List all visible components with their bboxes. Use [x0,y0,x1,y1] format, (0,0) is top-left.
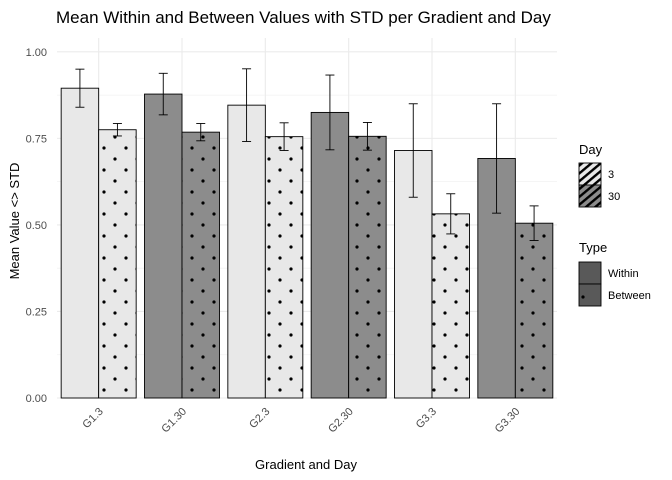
bar-within-g1-30 [144,93,183,399]
bars [60,87,554,399]
legend-label-type: Within [608,268,639,280]
error-bar [529,205,539,241]
bar-within-g2-3 [227,104,266,399]
y-tick-label: 0.75 [26,133,47,145]
legend-key-day-30 [578,184,602,208]
error-bar [196,123,206,142]
x-tick-label: G2.3 [247,406,272,431]
y-tick-label: 0.25 [26,306,47,318]
bar-within-g2-30 [310,111,350,399]
chart-title: Mean Within and Between Values with STD … [56,8,551,27]
error-bars [75,68,539,241]
error-bar [492,103,502,214]
x-axis-ticks: G1.3 G1.30 G2.3 G2.30 G3.3 G3.30 [80,406,522,436]
x-tick-label: G1.30 [159,406,189,436]
legend-key-type-within [578,261,602,285]
y-tick-label: 0.00 [26,393,47,405]
y-tick-label: 0.50 [26,220,47,232]
error-bar [75,68,85,108]
bar-between-g2-3 [264,136,304,399]
x-axis-title: Gradient and Day [255,457,357,472]
error-bar [112,123,122,137]
x-tick-label: G3.3 [414,406,439,431]
legend-key-type-between [578,283,602,307]
error-bar [242,68,252,142]
bar-between-g3-30 [514,222,554,399]
x-tick-label: G1.3 [80,406,105,431]
error-bar [279,122,289,151]
legend-title-type: Type [579,240,607,255]
legend-key-day-3 [578,162,602,186]
bar-between-g1-3 [98,129,137,399]
error-bar [446,193,456,235]
x-tick-label: G3.30 [493,406,523,436]
legend-label-type: Between [608,290,651,302]
legend-label-day: 3 [608,169,614,181]
bar-between-g2-30 [348,135,387,399]
y-axis-ticks: 0.00 0.25 0.50 0.75 1.00 [26,47,47,405]
y-tick-label: 1.00 [26,47,47,59]
bar-within-g1-3 [60,87,100,399]
legend-title-day: Day [579,142,603,157]
y-axis-title: Mean Value <> STD [7,163,22,280]
error-bar [158,72,168,116]
error-bar [325,74,335,151]
error-bar [408,103,418,198]
error-bar [362,122,372,151]
bar-between-g3-3 [431,213,470,399]
x-tick-label: G2.30 [326,406,356,436]
legend: Day 3 30 Type Within Between [578,142,651,307]
legend-label-day: 30 [608,191,620,203]
bar-between-g1-30 [181,131,220,399]
